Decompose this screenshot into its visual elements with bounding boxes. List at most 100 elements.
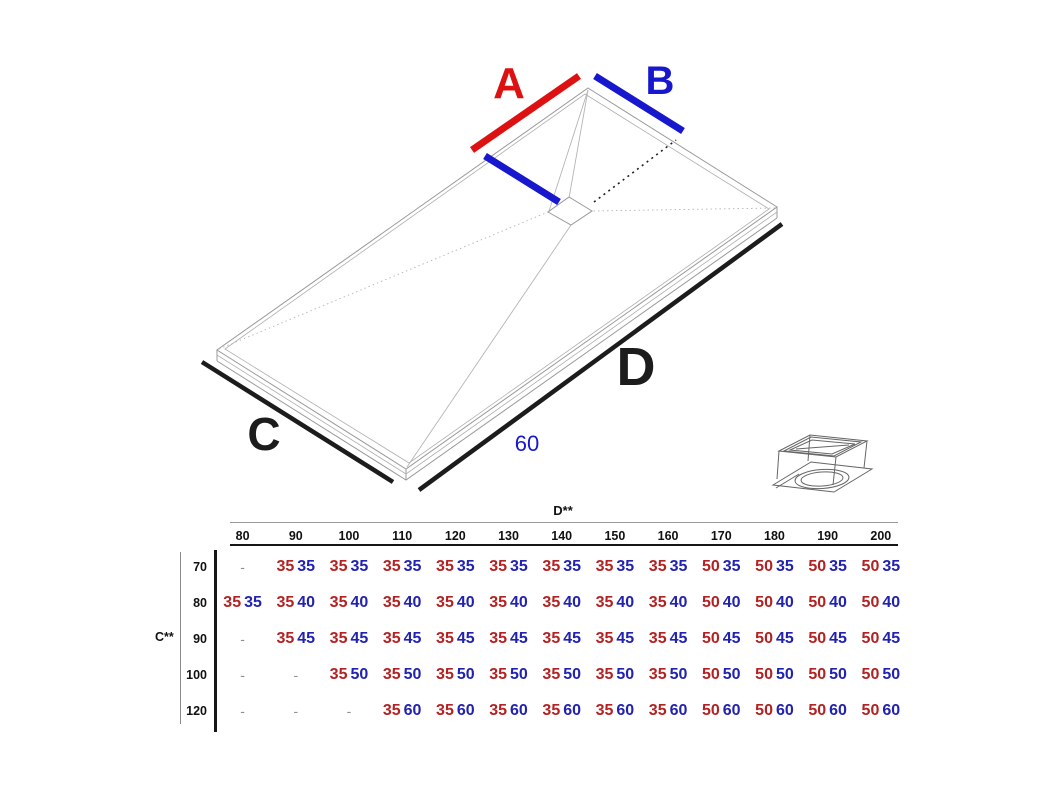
size-cell: 35 45 bbox=[436, 630, 475, 647]
size-cell: 50 35 bbox=[861, 558, 901, 575]
size-cell: 35 50 bbox=[329, 666, 369, 683]
size-cell: 50 40 bbox=[755, 594, 794, 611]
size-cell: 35 50 bbox=[648, 666, 688, 683]
row-axis-rule-thin bbox=[180, 552, 181, 724]
size-cell: 50 50 bbox=[755, 666, 794, 683]
label-drain-distance: 60 bbox=[514, 431, 540, 456]
size-cell: 50 50 bbox=[808, 666, 847, 683]
size-cell: 50 60 bbox=[808, 702, 847, 719]
column-header: 130 bbox=[498, 529, 519, 543]
size-cell: 35 35 bbox=[436, 558, 475, 575]
drain-icon bbox=[771, 434, 874, 493]
row-header: 70 bbox=[193, 560, 207, 574]
tray-base-edges bbox=[216, 207, 778, 481]
size-cell: 50 60 bbox=[861, 702, 901, 719]
size-cell: 50 35 bbox=[808, 558, 847, 575]
size-cell: 35 35 bbox=[648, 558, 688, 575]
size-cell: 35 60 bbox=[436, 702, 475, 719]
size-cell: 35 60 bbox=[648, 702, 688, 719]
size-cell: 35 60 bbox=[595, 702, 635, 719]
label-side-c: C bbox=[247, 408, 281, 460]
size-cell: 35 40 bbox=[648, 594, 688, 611]
size-cell: 50 40 bbox=[861, 594, 901, 611]
empty-cell: - bbox=[293, 667, 299, 683]
size-cell: 50 50 bbox=[861, 666, 901, 683]
size-cell: 35 60 bbox=[542, 702, 582, 719]
size-cell: 50 35 bbox=[755, 558, 794, 575]
row-header: 100 bbox=[186, 668, 207, 682]
size-cell: 50 60 bbox=[701, 702, 741, 719]
empty-cell: - bbox=[240, 631, 245, 647]
size-cell: 35 45 bbox=[595, 630, 635, 647]
size-cell: 50 45 bbox=[755, 630, 794, 647]
size-cell: 35 35 bbox=[223, 594, 262, 611]
table-top-rule bbox=[230, 522, 898, 523]
dimension-line-c bbox=[200, 360, 395, 484]
size-cell: 50 45 bbox=[701, 630, 741, 647]
column-headers: 80 90 100 110 120 130 140 150 160 170 180 190 200 bbox=[216, 529, 907, 543]
empty-cell: - bbox=[293, 703, 299, 719]
column-header: 160 bbox=[657, 529, 679, 543]
size-cell: 50 40 bbox=[808, 594, 847, 611]
column-header: 100 bbox=[338, 529, 360, 543]
size-cell: 35 40 bbox=[329, 594, 369, 611]
label-side-b: B bbox=[645, 59, 675, 103]
table-header-rule bbox=[230, 544, 898, 546]
column-header: 170 bbox=[710, 529, 732, 543]
size-cell: 35 45 bbox=[542, 630, 582, 647]
size-cell: 50 60 bbox=[755, 702, 794, 719]
dimension-line-b bbox=[593, 73, 685, 134]
size-cell: 35 45 bbox=[329, 630, 369, 647]
size-cell: 35 50 bbox=[436, 666, 475, 683]
drain-square bbox=[547, 196, 593, 226]
size-cell: 35 40 bbox=[276, 594, 316, 611]
size-cell: 35 45 bbox=[382, 630, 422, 647]
size-cell: 35 35 bbox=[382, 558, 422, 575]
size-cell: 35 35 bbox=[329, 558, 369, 575]
empty-cell: - bbox=[240, 667, 245, 683]
size-cell: 35 40 bbox=[489, 594, 528, 611]
size-cell: 35 45 bbox=[276, 630, 316, 647]
column-header: 110 bbox=[392, 529, 413, 543]
dimension-line-a bbox=[470, 73, 581, 153]
size-cell: 35 50 bbox=[595, 666, 635, 683]
drain-offset-line bbox=[483, 153, 561, 205]
row-axis-rule-thick bbox=[214, 550, 217, 732]
column-header: 200 bbox=[870, 529, 892, 543]
size-table: D** 80 90 100 110 120 130 140 150 160 170 180 190 20… bbox=[155, 503, 925, 753]
row-header: 90 bbox=[193, 632, 207, 646]
size-cell: 35 35 bbox=[595, 558, 635, 575]
row-headers: 70 80 90 100 120 bbox=[179, 549, 210, 729]
row-axis-label: C** bbox=[155, 630, 174, 644]
size-cell: 35 45 bbox=[648, 630, 688, 647]
label-side-d: D bbox=[616, 337, 656, 397]
drain-projection-dashed-line bbox=[593, 139, 677, 203]
size-cell: 50 40 bbox=[701, 594, 741, 611]
size-cell: 35 50 bbox=[542, 666, 582, 683]
size-cell: 50 50 bbox=[701, 666, 741, 683]
size-cell: 35 35 bbox=[542, 558, 582, 575]
column-header: 190 bbox=[817, 529, 839, 543]
size-cell: 35 50 bbox=[382, 666, 422, 683]
size-cell: 50 45 bbox=[861, 630, 901, 647]
column-header: 180 bbox=[764, 529, 785, 543]
slope-crease-lines bbox=[218, 89, 776, 468]
empty-cell: - bbox=[346, 703, 352, 719]
empty-cell: - bbox=[240, 703, 245, 719]
tray-rim-line bbox=[224, 93, 770, 464]
row-header: 80 bbox=[193, 596, 207, 610]
column-header: 140 bbox=[551, 529, 573, 543]
size-cell: 35 35 bbox=[489, 558, 528, 575]
column-header: 150 bbox=[604, 529, 626, 543]
table-body: - 35 35 35 35 35 35 35 35 35 35 35 35 35 35 35 35 50 35 50 3… bbox=[216, 549, 907, 729]
column-header: 80 bbox=[235, 529, 250, 543]
size-cell: 35 40 bbox=[436, 594, 475, 611]
col-axis-label: D** bbox=[553, 503, 573, 518]
tray-isometric-drawing bbox=[200, 73, 874, 493]
size-cell: 35 50 bbox=[489, 666, 528, 683]
label-side-a: A bbox=[493, 59, 525, 108]
row-header: 120 bbox=[186, 704, 207, 718]
size-cell: 35 40 bbox=[542, 594, 582, 611]
size-cell: 35 60 bbox=[489, 702, 528, 719]
